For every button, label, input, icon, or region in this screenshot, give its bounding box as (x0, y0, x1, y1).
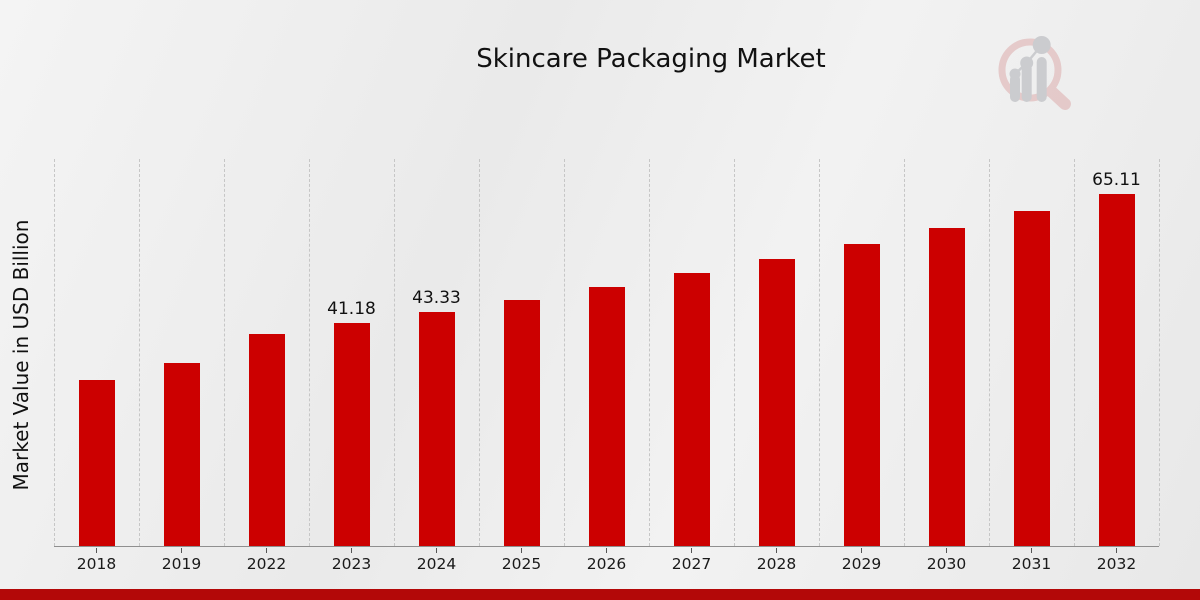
y-axis-label: Market Value in USD Billion (9, 219, 33, 491)
bar-2024 (418, 311, 455, 546)
grid-line (734, 159, 735, 546)
x-tick-label-2031: 2031 (1011, 555, 1052, 573)
grid-line (1074, 159, 1075, 546)
x-tick-label-2030: 2030 (926, 555, 967, 573)
grid-line (54, 159, 55, 546)
x-tick-label-2025: 2025 (501, 555, 542, 573)
magnifier-bar-chart-logo (998, 36, 1071, 110)
bar-2018 (78, 379, 115, 546)
x-tick-label-2028: 2028 (756, 555, 797, 573)
grid-line (479, 159, 480, 546)
x-tick-label-2022: 2022 (246, 555, 287, 573)
grid-line (904, 159, 905, 546)
logo-bar-small-icon (1010, 74, 1020, 102)
x-axis-tick (690, 547, 693, 553)
x-axis-tick (1030, 547, 1033, 553)
x-axis-tick (1115, 547, 1118, 553)
chart-title: Skincare Packaging Market (476, 44, 826, 74)
grid-line (564, 159, 565, 546)
bar-2030 (928, 227, 965, 546)
bar-value-label-2024: 43.33 (412, 287, 461, 308)
grid-line (1159, 159, 1160, 546)
bar-2022 (248, 333, 285, 546)
x-tick-label-2018: 2018 (76, 555, 117, 573)
x-axis-tick (520, 547, 523, 553)
logo-dot-large-icon (1032, 36, 1051, 54)
logo-dot-medium-icon (1020, 56, 1034, 70)
bar-value-label-2032: 65.11 (1092, 170, 1141, 191)
x-axis-tick (860, 547, 863, 553)
x-axis-tick (180, 547, 183, 553)
x-axis-tick (945, 547, 948, 553)
bar-2027 (673, 273, 710, 546)
grid-line (394, 159, 395, 546)
logo-bar-medium-icon (1021, 63, 1032, 102)
x-axis-tick (605, 547, 608, 553)
x-tick-label-2029: 2029 (841, 555, 882, 573)
x-axis-tick (435, 547, 438, 553)
bar-2031 (1013, 210, 1050, 546)
x-tick-label-2026: 2026 (586, 555, 627, 573)
x-axis-tick (265, 547, 268, 553)
bottom-accent-band (0, 588, 1200, 600)
grid-line (819, 159, 820, 546)
bar-2028 (758, 259, 795, 546)
grid-line (309, 159, 310, 546)
grid-line (139, 159, 140, 546)
bar-2025 (503, 299, 540, 546)
x-axis-tick (95, 547, 98, 553)
logo-bar-large-icon (1036, 57, 1047, 102)
grid-line (224, 159, 225, 546)
plot-area: 2018 2019 2022 41.18 2023 43.33 2024 2025 2026 20… (54, 159, 1160, 573)
x-axis-tick (350, 547, 353, 553)
logo-dot-small-icon (1009, 68, 1021, 80)
x-axis-tick (775, 547, 778, 553)
magnifier-handle-icon (1046, 86, 1071, 110)
bar-2032 (1098, 194, 1135, 546)
bar-2023 (333, 323, 370, 546)
x-tick-label-2023: 2023 (331, 555, 372, 573)
grid-line (989, 159, 990, 546)
bar-2029 (843, 243, 880, 546)
x-tick-label-2032: 2032 (1096, 555, 1137, 573)
x-tick-label-2019: 2019 (161, 555, 202, 573)
grid-line (649, 159, 650, 546)
bar-2026 (588, 286, 625, 546)
bar-2019 (163, 362, 200, 546)
x-tick-label-2027: 2027 (671, 555, 712, 573)
x-tick-label-2024: 2024 (416, 555, 457, 573)
bar-value-label-2023: 41.18 (327, 299, 376, 320)
